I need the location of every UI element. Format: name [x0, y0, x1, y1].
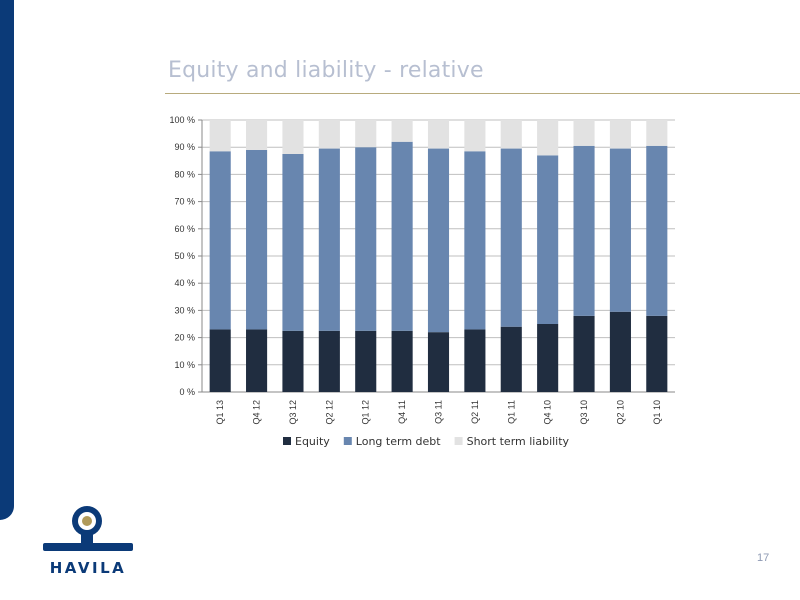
bar-segment-long-term-debt — [282, 154, 304, 331]
logo-wordmark: HAVILA — [50, 559, 127, 577]
x-tick-label: Q2 11 — [470, 400, 480, 424]
bar-segment-equity — [609, 311, 631, 392]
y-tick-label: 40 % — [174, 278, 195, 288]
x-tick-label: Q2 10 — [615, 400, 625, 425]
y-tick-label: 10 % — [174, 360, 195, 370]
x-axis-ticks: Q1 13 Q4 12 Q3 12 Q2 12 Q1 12 Q4 11 Q3 11 Q2 11… — [215, 400, 662, 425]
havila-logo: HAVILA — [43, 506, 133, 577]
legend-swatch — [343, 437, 352, 445]
bar-segment-short-term-liability — [609, 120, 631, 149]
bar-segment-equity — [246, 329, 268, 392]
bar-segment-equity — [355, 330, 377, 392]
bar-segment-long-term-debt — [464, 151, 486, 330]
bar-segment-equity — [573, 315, 595, 392]
bar-segment-long-term-debt — [246, 149, 268, 330]
x-tick-label: Q3 12 — [288, 400, 298, 425]
bar-segment-equity — [464, 329, 486, 392]
legend-label: Long term debt — [356, 435, 441, 448]
x-tick-label: Q3 11 — [434, 400, 444, 424]
bar-segment-short-term-liability — [209, 120, 231, 152]
x-tick-label: Q2 12 — [324, 400, 334, 425]
bar-segment-long-term-debt — [391, 141, 413, 331]
bar-segment-short-term-liability — [355, 120, 377, 148]
y-tick-label: 80 % — [174, 169, 195, 179]
bar-segment-equity — [318, 330, 340, 392]
bar-segment-short-term-liability — [646, 120, 668, 146]
x-tick-label: Q1 12 — [361, 400, 371, 425]
bar-segment-short-term-liability — [464, 120, 486, 152]
bar-segment-equity — [391, 330, 413, 392]
bar-segment-long-term-debt — [209, 151, 231, 330]
bar-segment-short-term-liability — [573, 120, 595, 146]
bar-segment-short-term-liability — [318, 120, 340, 149]
bar-segment-short-term-liability — [427, 120, 450, 149]
bar-segment-long-term-debt — [537, 155, 559, 324]
x-tick-label: Q4 10 — [543, 400, 553, 425]
bar-segment-equity — [646, 315, 668, 392]
bar-segment-equity — [537, 324, 559, 392]
bar-segment-long-term-debt — [573, 145, 595, 316]
bar-segment-long-term-debt — [355, 147, 377, 331]
bar-segment-equity — [427, 332, 450, 392]
chart-legend: Equity Long term debt Short term liability — [283, 435, 570, 448]
legend-label: Equity — [295, 435, 330, 448]
y-tick-label: 20 % — [174, 333, 195, 343]
y-tick-label: 30 % — [174, 305, 195, 315]
y-tick-label: 90 % — [174, 142, 195, 152]
y-tick-label: 60 % — [174, 224, 195, 234]
x-tick-label: Q1 10 — [652, 400, 662, 425]
title-underline — [165, 93, 800, 94]
legend-label: Short term liability — [467, 435, 570, 448]
bar-segment-short-term-liability — [500, 120, 522, 149]
bar-segment-equity — [209, 329, 231, 392]
bar-segment-long-term-debt — [646, 145, 668, 316]
legend-swatch — [283, 437, 291, 445]
y-tick-label: 0 % — [179, 387, 195, 397]
bar-segment-equity — [500, 326, 522, 392]
y-tick-label: 70 % — [174, 197, 195, 207]
x-tick-label: Q4 12 — [252, 400, 262, 425]
bar-segment-long-term-debt — [427, 148, 450, 333]
y-axis-ticks: 0 % 10 % 20 % 30 % 40 % 50 % 60 % 70 % 80 % 90 % 1… — [169, 115, 195, 397]
y-tick-label: 50 % — [174, 251, 195, 261]
stacked-bar-chart: 0 % 10 % 20 % 30 % 40 % 50 % 60 % 70 % 80 % 90 % 1… — [169, 115, 675, 448]
bar-segment-short-term-liability — [391, 120, 413, 142]
x-tick-label: Q4 11 — [397, 400, 407, 424]
left-brand-band — [0, 0, 14, 520]
bar-segment-short-term-liability — [282, 120, 304, 154]
page-number: 17 — [757, 552, 770, 564]
x-tick-label: Q1 11 — [506, 400, 516, 424]
bar-segment-equity — [282, 330, 304, 392]
bar-segment-long-term-debt — [500, 148, 522, 327]
bar-segment-long-term-debt — [609, 148, 631, 312]
chart-bars — [209, 120, 668, 392]
x-tick-label: Q3 10 — [579, 400, 589, 425]
bar-segment-short-term-liability — [246, 120, 268, 150]
bar-segment-short-term-liability — [537, 120, 559, 156]
legend-swatch — [454, 437, 463, 445]
bar-segment-long-term-debt — [318, 148, 340, 331]
slide-title: Equity and liability - relative — [168, 58, 484, 83]
y-tick-label: 100 % — [169, 115, 195, 125]
x-tick-label: Q1 13 — [215, 400, 225, 425]
